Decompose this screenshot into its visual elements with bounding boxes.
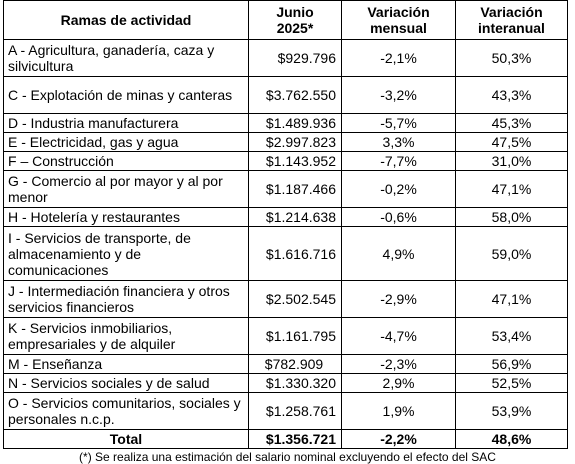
row-yearly: 50,3%	[455, 39, 568, 77]
header-ramas: Ramas de actividad	[3, 0, 249, 40]
row-value: $3.762.550	[248, 76, 342, 114]
row-yearly: 58,0%	[455, 207, 568, 227]
row-name: F – Construcción	[3, 151, 249, 171]
row-name: I - Servicios de transporte, de almacena…	[3, 226, 249, 281]
table-row: K - Servicios inmobiliarios, empresarial…	[3, 317, 568, 355]
header-row: Ramas de actividad Junio 2025* Variación m…	[3, 0, 568, 40]
row-value: $2.997.823	[248, 132, 342, 152]
row-yearly: 45,3%	[455, 113, 568, 133]
row-monthly: -2,3%	[341, 354, 456, 374]
table-row: D - Industria manufacturera $1.489.936 -…	[3, 113, 568, 133]
row-name: K - Servicios inmobiliarios, empresarial…	[3, 317, 249, 355]
row-yearly: 59,0%	[455, 226, 568, 281]
row-name: J - Intermediación financiera y otros se…	[3, 280, 249, 318]
row-value: $1.616.716	[248, 226, 342, 281]
row-name: H - Hotelería y restaurantes	[3, 207, 249, 227]
row-monthly: -3,2%	[341, 76, 456, 114]
table-row: O - Servicios comunitarios, sociales y p…	[3, 392, 568, 430]
row-monthly: -7,7%	[341, 151, 456, 171]
row-yearly: 53,9%	[455, 392, 568, 430]
row-monthly: 3,3%	[341, 132, 456, 152]
row-value: $1.489.936	[248, 113, 342, 133]
row-yearly: 52,5%	[455, 373, 568, 393]
header-var-interanual-line1: Variación	[480, 4, 543, 20]
row-name: N - Servicios sociales y de salud	[3, 373, 249, 393]
row-monthly: 2,9%	[341, 373, 456, 393]
row-monthly: -2,9%	[341, 280, 456, 318]
row-name: G - Comercio al por mayor y al por menor	[3, 170, 249, 208]
table-row: J - Intermediación financiera y otros se…	[3, 280, 568, 318]
row-value: $782.909	[248, 354, 342, 374]
total-row: Total $1.356.721 -2,2% 48,6%	[3, 429, 568, 449]
row-monthly: -0,2%	[341, 170, 456, 208]
header-junio: Junio 2025*	[248, 0, 342, 40]
row-monthly: -0,6%	[341, 207, 456, 227]
row-yearly: 31,0%	[455, 151, 568, 171]
row-monthly: 1,9%	[341, 392, 456, 430]
table-row: G - Comercio al por mayor y al por menor…	[3, 170, 568, 208]
row-yearly: 47,1%	[455, 170, 568, 208]
row-value: $2.502.545	[248, 280, 342, 318]
header-var-mensual-line1: Variación	[367, 4, 430, 20]
row-name: O - Servicios comunitarios, sociales y p…	[3, 392, 249, 430]
header-junio-line1: Junio	[276, 4, 314, 20]
row-yearly: 56,9%	[455, 354, 568, 374]
row-value: $1.330.320	[248, 373, 342, 393]
row-value: $1.143.952	[248, 151, 342, 171]
row-monthly: -5,7%	[341, 113, 456, 133]
header-var-interanual-line2: interanual	[478, 20, 545, 36]
row-name: D - Industria manufacturera	[3, 113, 249, 133]
table-row: F – Construcción $1.143.952 -7,7% 31,0%	[3, 151, 568, 171]
footnote: (*) Se realiza una estimación del salari…	[79, 450, 496, 464]
salary-table: Ramas de actividad Junio 2025* Variación m…	[3, 0, 568, 449]
total-label: Total	[3, 429, 249, 449]
header-var-mensual-line2: mensual	[370, 20, 427, 36]
row-yearly: 47,5%	[455, 132, 568, 152]
row-value: $1.161.795	[248, 317, 342, 355]
row-monthly: -2,1%	[341, 39, 456, 77]
row-yearly: 47,1%	[455, 280, 568, 318]
header-junio-line2: 2025*	[276, 20, 314, 36]
row-value: $1.258.761	[248, 392, 342, 430]
table-row: E - Electricidad, gas y agua $2.997.823 …	[3, 132, 568, 152]
table-row: A - Agricultura, ganadería, caza y silvi…	[3, 39, 568, 77]
header-ramas-text: Ramas de actividad	[60, 12, 192, 28]
total-monthly: -2,2%	[341, 429, 456, 449]
table-row: C - Explotación de minas y canteras $3.7…	[3, 76, 568, 114]
row-value: $1.187.466	[248, 170, 342, 208]
row-value: $1.214.638	[248, 207, 342, 227]
row-name: C - Explotación de minas y canteras	[3, 76, 249, 114]
table-row: N - Servicios sociales y de salud $1.330…	[3, 373, 568, 393]
total-yearly: 48,6%	[455, 429, 568, 449]
table-row: M - Enseñanza $782.909 -2,3% 56,9%	[3, 354, 568, 374]
row-value: $929.796	[248, 39, 342, 77]
table-row: H - Hotelería y restaurantes $1.214.638 …	[3, 207, 568, 227]
header-var-interanual: Variación interanual	[455, 0, 568, 40]
total-value: $1.356.721	[248, 429, 342, 449]
row-name: E - Electricidad, gas y agua	[3, 132, 249, 152]
row-yearly: 53,4%	[455, 317, 568, 355]
header-var-mensual: Variación mensual	[341, 0, 456, 40]
table-row: I - Servicios de transporte, de almacena…	[3, 226, 568, 281]
row-monthly: 4,9%	[341, 226, 456, 281]
row-yearly: 43,3%	[455, 76, 568, 114]
row-name: M - Enseñanza	[3, 354, 249, 374]
row-monthly: -4,7%	[341, 317, 456, 355]
row-name: A - Agricultura, ganadería, caza y silvi…	[3, 39, 249, 77]
